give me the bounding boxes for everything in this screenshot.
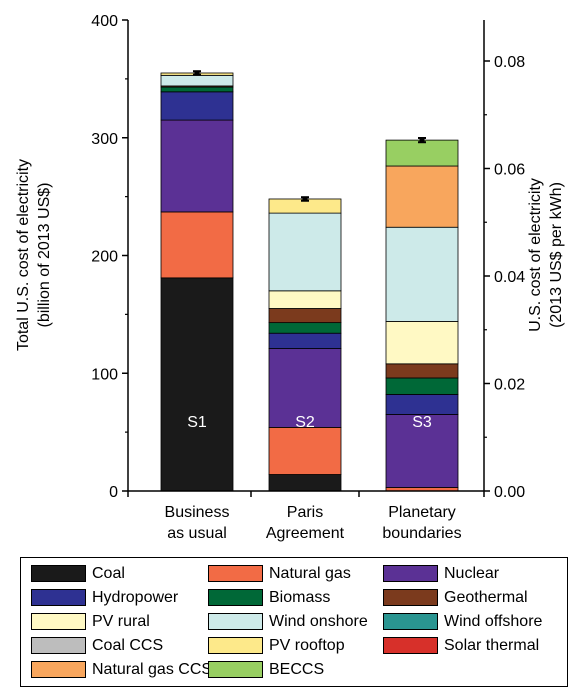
legend-item: Coal CCS (31, 635, 163, 656)
y-right-tick-label: 0.00 (494, 484, 525, 501)
bar-segment-coal (160, 277, 234, 492)
x-tick-label: as usual (167, 525, 227, 542)
legend-item: Geothermal (383, 587, 528, 608)
legend-label: BECCS (269, 660, 325, 678)
bar-segment-wind-onshore (268, 212, 342, 292)
y-left-tick-label: 0 (109, 484, 118, 501)
x-tick-label: Business (165, 504, 230, 521)
error-bar-point (419, 137, 425, 143)
bar-segment-nuclear (160, 119, 234, 213)
y-left-tick-label: 300 (91, 131, 118, 148)
legend-swatch (208, 613, 263, 630)
legend-swatch (31, 565, 86, 582)
bar-label: S1 (187, 414, 207, 431)
legend-swatch (383, 565, 438, 582)
legend-label: Wind onshore (269, 612, 368, 630)
bar-segment-wind-onshore (385, 226, 459, 322)
legend-item: Wind offshore (383, 611, 542, 632)
legend-swatch (31, 661, 86, 678)
bar-segment-biomass (268, 322, 342, 334)
x-tick-label: boundaries (382, 525, 461, 542)
x-tick-label: Agreement (266, 525, 345, 542)
legend-swatch (383, 613, 438, 630)
bar-segment-hydropower (160, 91, 234, 121)
legend-item: BECCS (208, 659, 324, 680)
legend-item: Coal (31, 563, 125, 584)
y-left-title: Total U.S. cost of electricity (billion o… (15, 159, 53, 351)
legend-label: Wind offshore (444, 612, 543, 630)
y-right-tick-label: 0.04 (494, 269, 525, 286)
legend-item: Natural gas (208, 563, 351, 584)
legend-swatch (208, 637, 263, 654)
legend-label: Natural gas CCS (92, 660, 213, 678)
bar-label: S2 (295, 414, 315, 431)
y-right-tick-label: 0.02 (494, 377, 525, 394)
legend-label: Biomass (269, 588, 331, 606)
bar-label: S3 (412, 414, 432, 431)
bar-segment-natural-gas (268, 427, 342, 475)
legend-swatch (31, 637, 86, 654)
legend-item: Biomass (208, 587, 330, 608)
y-left-tick-label: 200 (91, 249, 118, 266)
legend-swatch (383, 637, 438, 654)
legend-swatch (31, 589, 86, 606)
bar-segment-natural-gas (160, 211, 234, 279)
legend-item: Hydropower (31, 587, 178, 608)
legend-item: Natural gas CCS (31, 659, 212, 680)
legend-item: PV rooftop (208, 635, 345, 656)
bar-segment-natural-gas-ccs (385, 165, 459, 228)
legend-label: PV rooftop (269, 636, 345, 654)
x-tick-label: Paris (287, 504, 323, 521)
y-right-tick-label: 0.06 (494, 162, 525, 179)
legend-item: Solar thermal (383, 635, 539, 656)
bar-segment-biomass (385, 377, 459, 395)
bar-segment-biomass (160, 86, 234, 93)
y-left-tick-label: 400 (91, 13, 118, 30)
y-right-tick-label: 0.08 (494, 54, 525, 71)
y-right-title: U.S. cost of electricity (2013 US$ per kW… (527, 178, 565, 332)
bar-segment-nuclear (385, 414, 459, 488)
chart: S1 Business as usual S2 Paris Agreement S3 Plan… (15, 13, 565, 542)
legend-label: Natural gas (269, 564, 351, 582)
y-left-tick-label: 100 (91, 366, 118, 383)
legend-label: Coal (92, 564, 125, 582)
legend-item: Nuclear (383, 563, 499, 584)
legend-swatch (208, 661, 263, 678)
bar-segment-pv-rural (385, 321, 459, 365)
legend-label: Geothermal (444, 588, 528, 606)
legend-swatch (383, 589, 438, 606)
legend: Coal Natural gas Nuclear Hydropower Biomass G… (20, 557, 568, 687)
bar-segment-beccs (385, 139, 459, 167)
error-bar-point (194, 70, 200, 76)
bar-segment-hydropower (268, 332, 342, 349)
bar-segment-geothermal (268, 308, 342, 324)
bar-segment-coal (268, 474, 342, 492)
legend-swatch (208, 589, 263, 606)
legend-swatch (208, 565, 263, 582)
legend-item: PV rural (31, 611, 150, 632)
legend-label: Solar thermal (444, 636, 540, 654)
legend-swatch (31, 613, 86, 630)
y-left-title-line: (billion of 2013 US$) (36, 183, 53, 328)
legend-label: PV rural (92, 612, 150, 630)
bar-segment-hydropower (385, 394, 459, 415)
error-bar-point (302, 196, 308, 202)
bar-segment-geothermal (385, 363, 459, 379)
y-left-title-line: Total U.S. cost of electricity (15, 159, 32, 351)
y-right-title-line: (2013 US$ per kWh) (548, 182, 565, 328)
bar-segment-pv-rural (268, 290, 342, 309)
bar-segment-wind-onshore (160, 74, 234, 87)
legend-label: Coal CCS (92, 636, 164, 654)
legend-label: Nuclear (444, 564, 500, 582)
legend-label: Hydropower (92, 588, 179, 606)
x-tick-label: Planetary (388, 504, 456, 521)
y-right-title-line: U.S. cost of electricity (527, 178, 544, 332)
legend-item: Wind onshore (208, 611, 368, 632)
